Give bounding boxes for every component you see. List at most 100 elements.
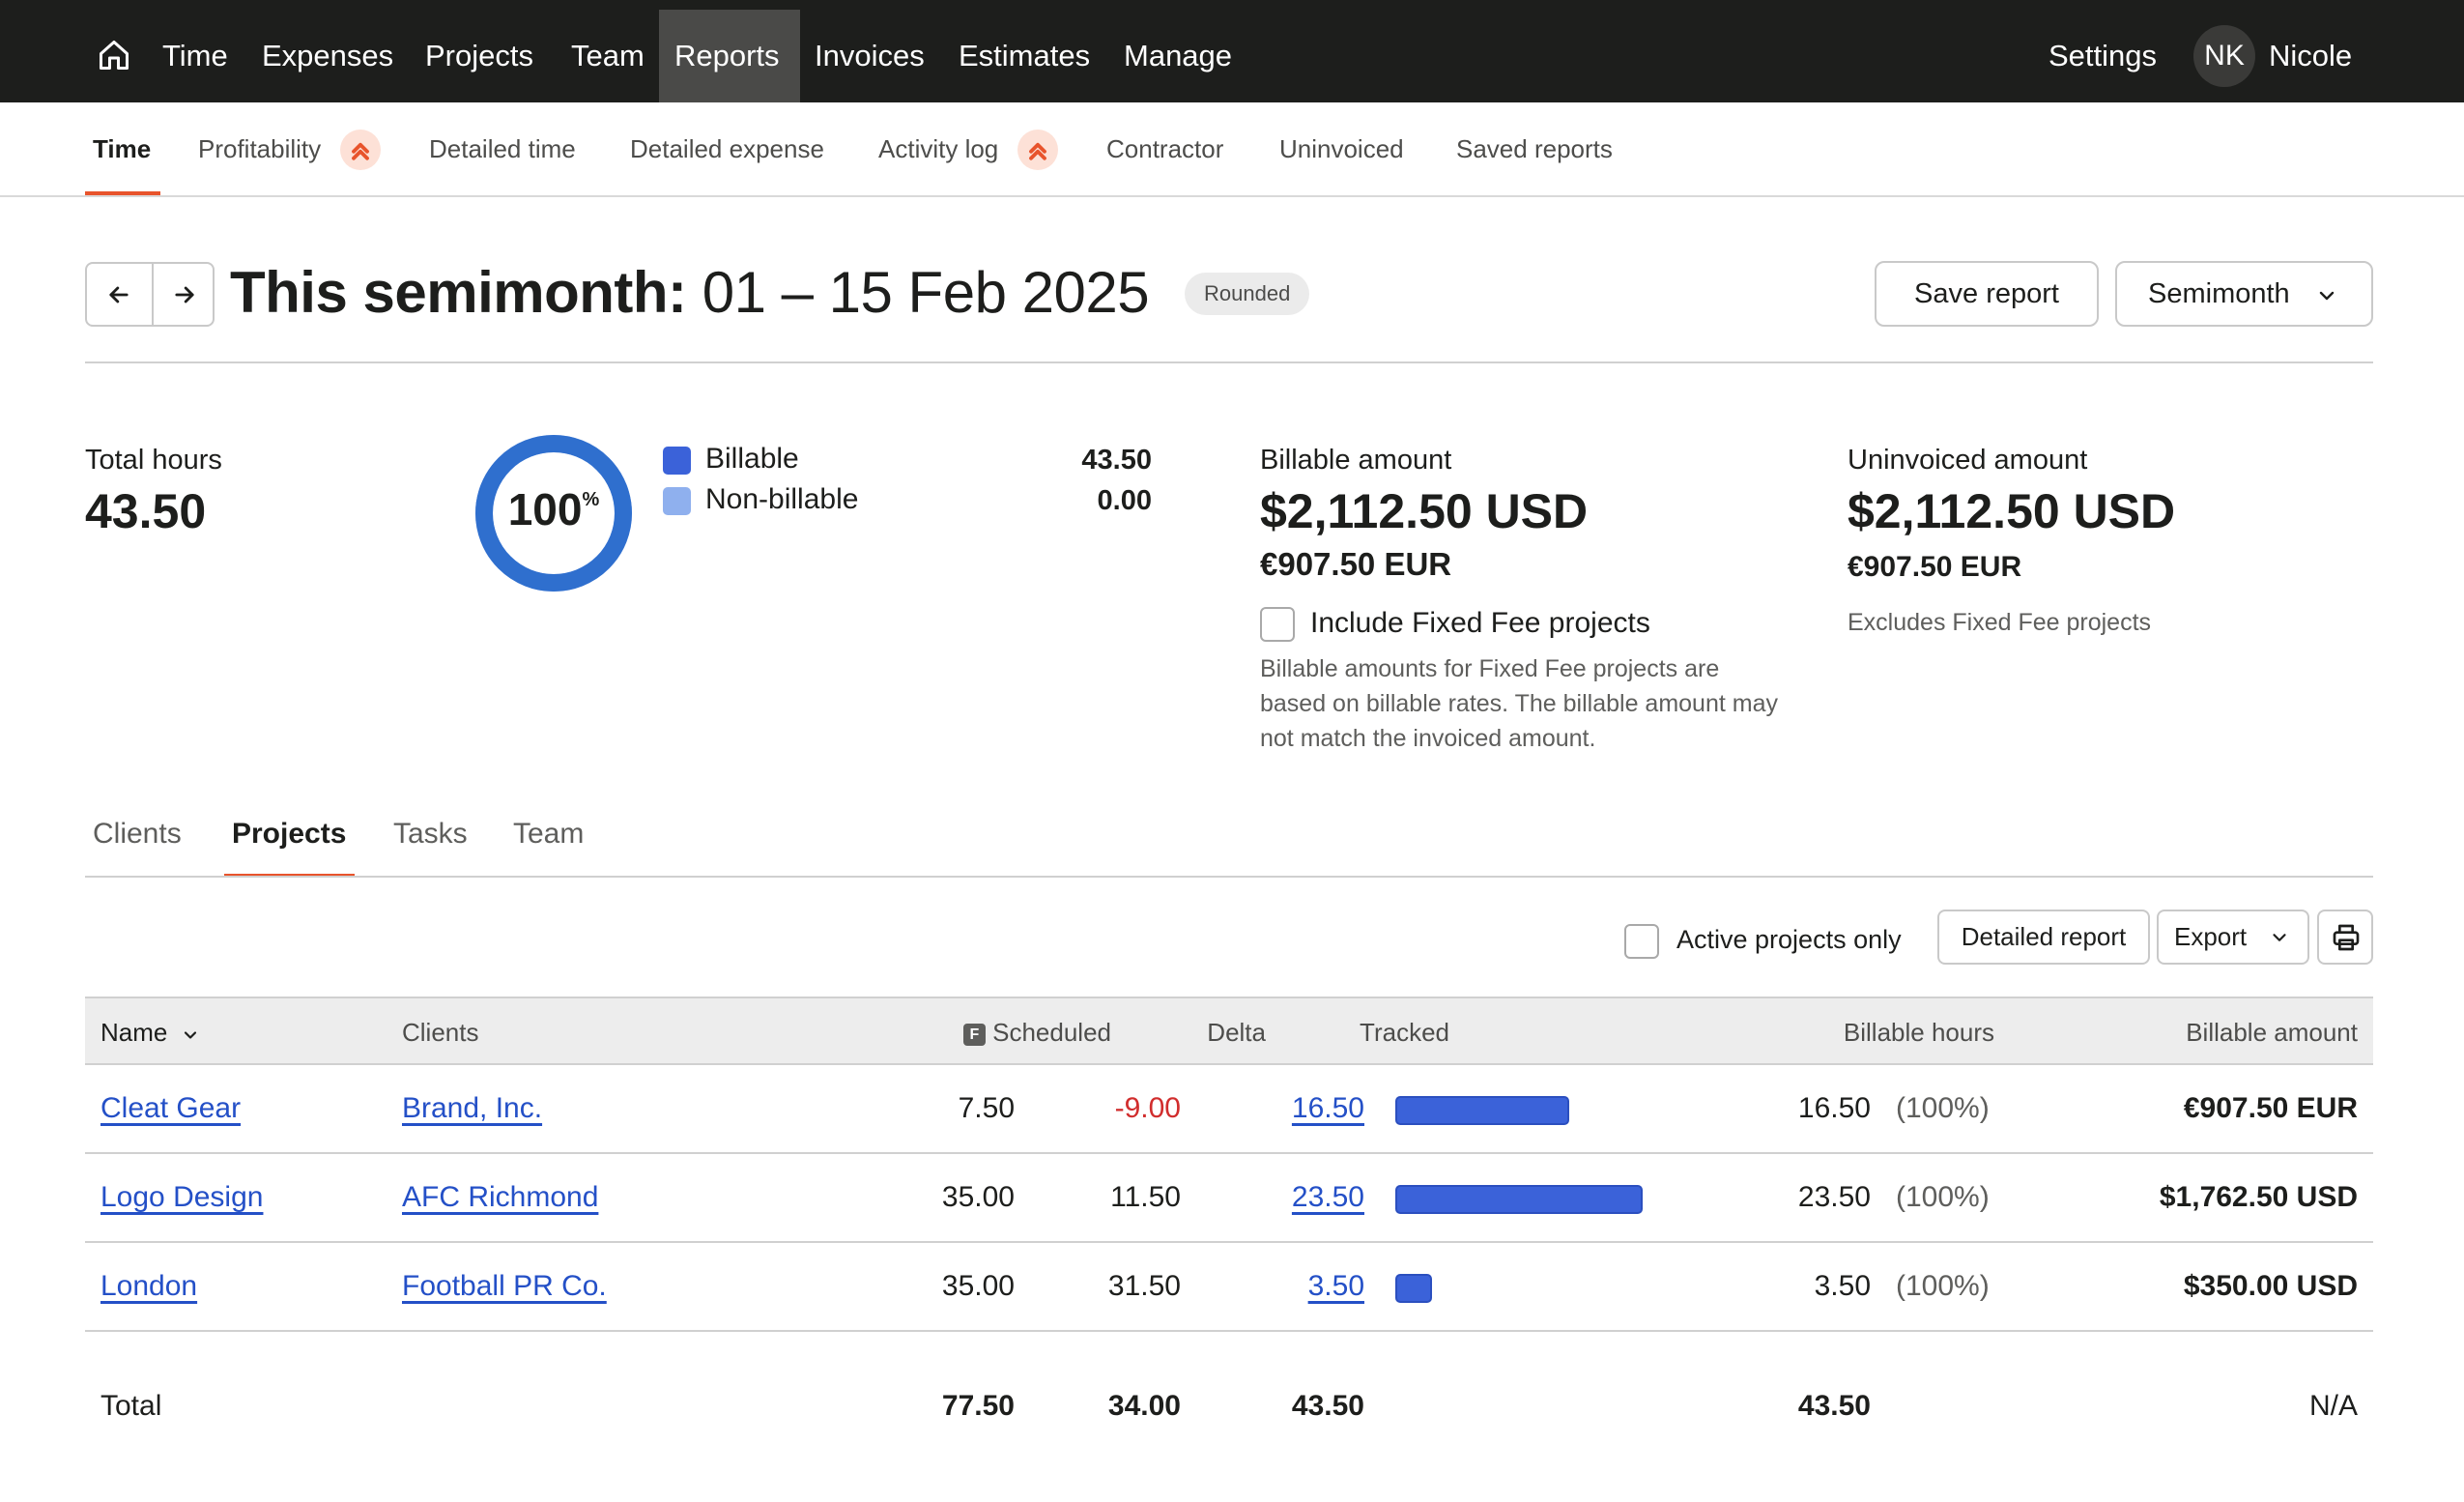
column-delta-header[interactable]: Delta: [1207, 1018, 1266, 1047]
page-title: This semimonth: 01 – 15 Feb 2025: [230, 259, 1150, 326]
detailed-report-button[interactable]: Detailed report: [1937, 910, 2150, 965]
tracked-hours-link[interactable]: 16.50: [1291, 1092, 1364, 1124]
chevron-down-icon: [2319, 291, 2335, 301]
subnav-contractor[interactable]: Contractor: [1106, 134, 1224, 163]
subnav-time[interactable]: Time: [93, 134, 152, 163]
page-title-prefix: This semimonth:: [230, 260, 687, 325]
tab-team[interactable]: Team: [513, 818, 585, 850]
export-label: Export: [2174, 922, 2248, 951]
home-icon[interactable]: [97, 38, 131, 72]
billable-hours-value: 16.50: [1797, 1092, 1871, 1124]
tab-clients[interactable]: Clients: [93, 818, 182, 850]
row-divider: [85, 1241, 2373, 1243]
legend-nonbillable-value: 0.00: [1097, 485, 1152, 516]
user-name[interactable]: Nicole: [2269, 39, 2353, 72]
client-name-link[interactable]: Football PR Co.: [402, 1270, 607, 1302]
total-tracked: 43.50: [1291, 1390, 1364, 1422]
project-name-link[interactable]: Cleat Gear: [100, 1092, 242, 1124]
nav-team[interactable]: Team: [571, 39, 645, 72]
subnav-saved-reports[interactable]: Saved reports: [1456, 134, 1613, 163]
include-fixed-fee-label[interactable]: Include Fixed Fee projects: [1310, 607, 1650, 639]
column-name-header[interactable]: Name: [100, 1018, 200, 1048]
total-scheduled: 77.50: [941, 1390, 1015, 1422]
active-projects-only-checkbox[interactable]: [1624, 924, 1659, 959]
row-divider: [85, 1152, 2373, 1154]
period-select-label: Semimonth: [2148, 278, 2290, 309]
subnav-activity-log[interactable]: Activity log: [878, 134, 999, 163]
nav-manage[interactable]: Manage: [1124, 39, 1233, 72]
total-hours-value: 43.50: [85, 484, 207, 538]
subnav-detailed-expense[interactable]: Detailed expense: [630, 134, 824, 163]
project-name-link[interactable]: Logo Design: [100, 1181, 264, 1213]
subnav-uninvoiced[interactable]: Uninvoiced: [1279, 134, 1404, 163]
scheduled-value: 7.50: [958, 1092, 1015, 1124]
export-button[interactable]: Export: [2157, 910, 2309, 965]
tracked-hours-bar: [1395, 1274, 1432, 1303]
column-scheduled-header[interactable]: F Scheduled: [858, 1018, 1111, 1048]
period-select[interactable]: Semimonth: [2115, 261, 2373, 327]
tab-projects[interactable]: Projects: [232, 818, 347, 850]
delta-value: 11.50: [1110, 1181, 1181, 1213]
legend-billable-swatch: [663, 447, 691, 475]
header-divider: [85, 361, 2373, 363]
legend-nonbillable-swatch: [663, 487, 691, 515]
project-name-link[interactable]: London: [100, 1270, 198, 1302]
scheduled-value: 35.00: [941, 1270, 1015, 1302]
arrow-left-icon: [108, 286, 129, 303]
donut-percent-value: 100: [507, 484, 583, 534]
active-projects-only-label[interactable]: Active projects only: [1676, 925, 1902, 954]
fixed-fee-note: Billable amounts for Fixed Fee projects …: [1260, 655, 1778, 752]
uninvoiced-amount-usd: $2,112.50 USD: [1848, 484, 2176, 538]
print-button[interactable]: [2317, 910, 2373, 965]
tracked-hours-link[interactable]: 23.50: [1291, 1181, 1364, 1213]
previous-period-button[interactable]: [87, 264, 150, 325]
uninvoiced-note: Excludes Fixed Fee projects: [1848, 609, 2152, 636]
billable-hours-percent: (100%): [1896, 1181, 1990, 1213]
tracked-hours-link[interactable]: 3.50: [1307, 1270, 1364, 1302]
column-clients-header[interactable]: Clients: [402, 1018, 479, 1047]
nav-expenses[interactable]: Expenses: [262, 39, 394, 72]
scheduled-value: 35.00: [941, 1181, 1015, 1213]
column-scheduled-label: Scheduled: [992, 1018, 1111, 1047]
legend-nonbillable-label: Non-billable: [705, 483, 859, 515]
subnav-detailed-time[interactable]: Detailed time: [429, 134, 576, 163]
nav-time[interactable]: Time: [162, 39, 228, 72]
include-fixed-fee-checkbox[interactable]: [1260, 607, 1295, 642]
next-period-button[interactable]: [152, 264, 215, 325]
rounded-badge: Rounded: [1185, 273, 1310, 315]
column-name-label: Name: [100, 1018, 168, 1047]
nav-reports[interactable]: Reports: [659, 10, 800, 102]
save-report-button[interactable]: Save report: [1875, 261, 2099, 327]
top-navigation: Time Expenses Projects Team Reports Invo…: [0, 0, 2464, 102]
upgrade-icon: [1017, 130, 1058, 170]
billable-amount-value: €907.50 EUR: [2183, 1092, 2358, 1124]
billable-hours-value: 23.50: [1797, 1181, 1871, 1213]
total-label: Total: [100, 1390, 162, 1422]
nav-settings[interactable]: Settings: [2049, 39, 2158, 72]
client-name-link[interactable]: AFC Richmond: [402, 1181, 599, 1213]
donut-percent-sign: %: [582, 488, 600, 510]
total-hours-label: Total hours: [85, 445, 222, 476]
tab-tasks[interactable]: Tasks: [393, 818, 468, 850]
tracked-hours-bar: [1395, 1096, 1569, 1125]
total-billable-amount: N/A: [2308, 1390, 2358, 1422]
column-billable-amount-header[interactable]: Billable amount: [2186, 1018, 2358, 1047]
billable-hours-percent: (100%): [1896, 1092, 1990, 1124]
forecast-icon: F: [962, 1024, 986, 1046]
nav-invoices[interactable]: Invoices: [815, 39, 925, 72]
billable-amount-eur: €907.50 EUR: [1260, 546, 1452, 582]
billable-hours-value: 3.50: [1814, 1270, 1871, 1302]
donut-billable-arc: [475, 435, 632, 592]
client-name-link[interactable]: Brand, Inc.: [402, 1092, 543, 1124]
chevron-down-icon: [2273, 934, 2286, 941]
page-title-range: 01 – 15 Feb 2025: [702, 260, 1150, 325]
table-header: Name Clients F Scheduled Delta Tracked B…: [85, 997, 2373, 1065]
column-billable-hours-header[interactable]: Billable hours: [1843, 1018, 1994, 1047]
column-tracked-header[interactable]: Tracked: [1360, 1018, 1449, 1047]
legend-billable-value: 43.50: [1081, 445, 1152, 476]
subnav-profitability[interactable]: Profitability: [198, 134, 322, 163]
nav-projects[interactable]: Projects: [425, 39, 533, 72]
avatar[interactable]: NK: [2193, 25, 2255, 87]
nav-estimates[interactable]: Estimates: [959, 39, 1091, 72]
report-subnav: Time Profitability Detailed time Detaile…: [0, 102, 2464, 197]
